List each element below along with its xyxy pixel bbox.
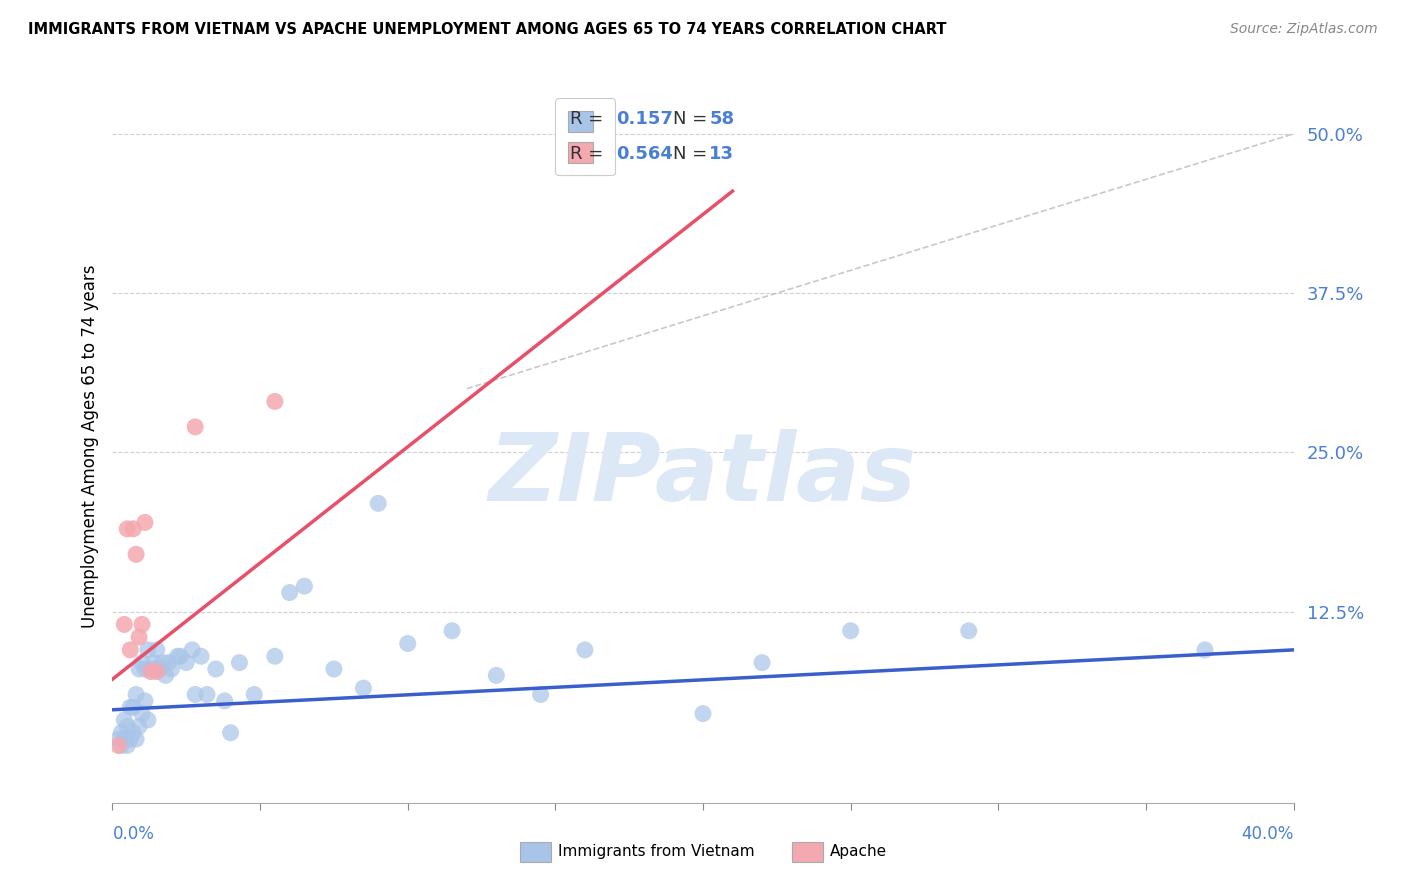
- Text: Apache: Apache: [830, 845, 887, 859]
- Text: 0.564: 0.564: [616, 145, 673, 163]
- Point: [214, 694, 236, 708]
- Point: [219, 725, 242, 739]
- Text: IMMIGRANTS FROM VIETNAM VS APACHE UNEMPLOYMENT AMONG AGES 65 TO 74 YEARS CORRELA: IMMIGRANTS FROM VIETNAM VS APACHE UNEMPL…: [28, 22, 946, 37]
- Point: [751, 656, 773, 670]
- Point: [134, 662, 156, 676]
- Point: [120, 732, 142, 747]
- Point: [117, 522, 138, 536]
- Point: [136, 713, 159, 727]
- Text: N =: N =: [672, 110, 707, 128]
- Y-axis label: Unemployment Among Ages 65 to 74 years: Unemployment Among Ages 65 to 74 years: [80, 264, 98, 628]
- Point: [112, 713, 135, 727]
- Text: 0.0%: 0.0%: [112, 825, 155, 843]
- Point: [139, 665, 162, 679]
- Point: [184, 420, 207, 434]
- Point: [174, 656, 197, 670]
- Point: [120, 700, 142, 714]
- Point: [264, 394, 287, 409]
- Point: [110, 739, 132, 753]
- Point: [692, 706, 714, 721]
- Point: [128, 719, 150, 733]
- Point: [243, 688, 266, 702]
- Point: [142, 656, 165, 670]
- Point: [122, 522, 145, 536]
- Point: [292, 579, 315, 593]
- Point: [128, 630, 150, 644]
- Point: [160, 662, 183, 676]
- Point: [152, 656, 174, 670]
- Point: [125, 547, 148, 561]
- Point: [146, 643, 169, 657]
- Point: [352, 681, 374, 695]
- Point: [149, 662, 172, 676]
- Point: [264, 649, 287, 664]
- Point: [117, 739, 138, 753]
- Point: [323, 662, 346, 676]
- Point: [166, 649, 188, 664]
- Point: [1194, 643, 1216, 657]
- Point: [367, 496, 389, 510]
- Point: [110, 725, 132, 739]
- Point: [205, 662, 228, 676]
- Point: [839, 624, 862, 638]
- Point: [128, 662, 150, 676]
- Point: [134, 694, 156, 708]
- Point: [122, 700, 145, 714]
- Text: ZIPatlas: ZIPatlas: [489, 428, 917, 521]
- Point: [131, 617, 153, 632]
- Point: [529, 688, 551, 702]
- Point: [131, 706, 153, 721]
- Point: [107, 732, 129, 747]
- Point: [278, 585, 301, 599]
- Text: Source: ZipAtlas.com: Source: ZipAtlas.com: [1230, 22, 1378, 37]
- Point: [117, 719, 138, 733]
- Text: 13: 13: [709, 145, 734, 163]
- Text: 0.157: 0.157: [616, 110, 673, 128]
- Point: [120, 643, 142, 657]
- Point: [441, 624, 464, 638]
- Point: [574, 643, 596, 657]
- Text: Immigrants from Vietnam: Immigrants from Vietnam: [558, 845, 755, 859]
- Point: [107, 739, 129, 753]
- Point: [139, 662, 162, 676]
- Text: N =: N =: [672, 145, 707, 163]
- Point: [125, 688, 148, 702]
- Point: [131, 656, 153, 670]
- Point: [195, 688, 218, 702]
- Point: [157, 656, 180, 670]
- Point: [146, 662, 169, 676]
- Point: [136, 643, 159, 657]
- Point: [181, 643, 204, 657]
- Point: [957, 624, 980, 638]
- Point: [228, 656, 250, 670]
- Text: R =: R =: [569, 145, 603, 163]
- Point: [155, 668, 177, 682]
- Point: [190, 649, 212, 664]
- Text: 58: 58: [709, 110, 734, 128]
- Point: [125, 732, 148, 747]
- Point: [134, 516, 156, 530]
- Legend: , : ,: [555, 98, 614, 175]
- Point: [169, 649, 191, 664]
- Text: R =: R =: [569, 110, 603, 128]
- Point: [122, 725, 145, 739]
- Text: 40.0%: 40.0%: [1241, 825, 1294, 843]
- Point: [184, 688, 207, 702]
- Point: [146, 665, 169, 679]
- Point: [485, 668, 508, 682]
- Point: [112, 732, 135, 747]
- Point: [112, 617, 135, 632]
- Point: [396, 636, 419, 650]
